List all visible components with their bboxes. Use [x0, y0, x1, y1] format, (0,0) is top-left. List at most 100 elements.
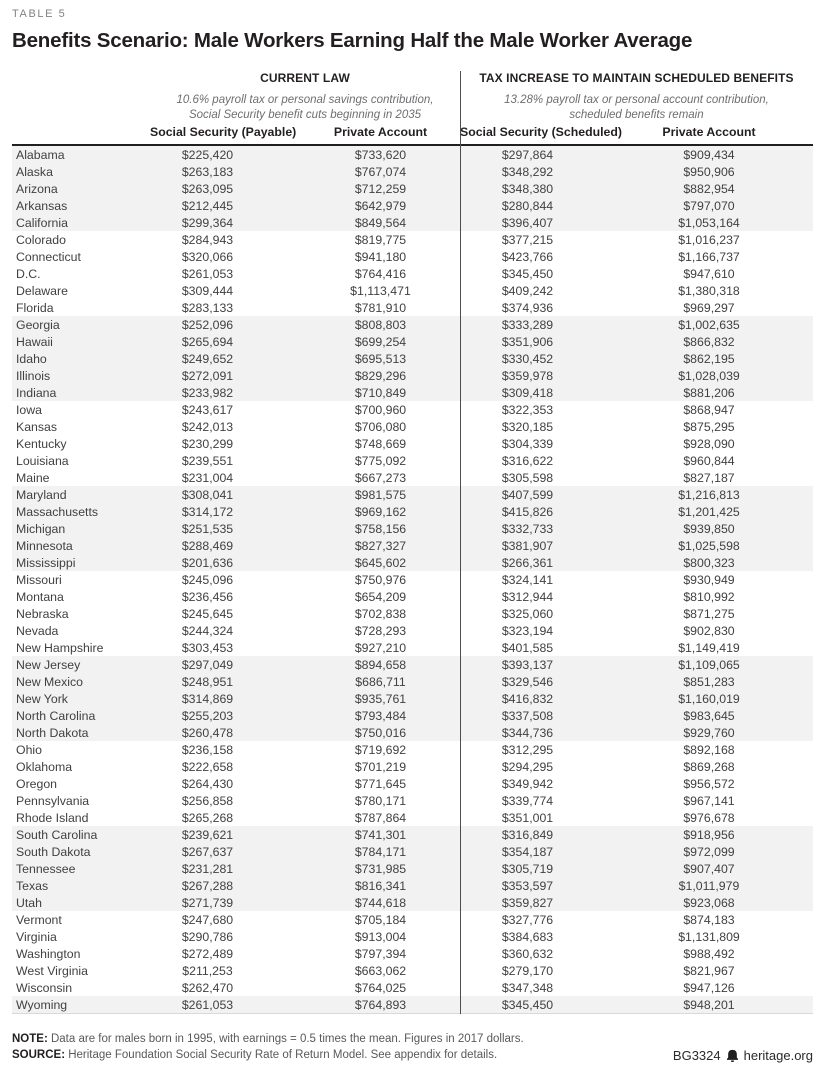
private-tax-value-cell: $882,954 [683, 181, 735, 196]
vertical-divider [460, 71, 461, 1014]
table-row: South Carolina $239,621 $741,301 $316,849 $9… [12, 826, 813, 843]
private-current-value-cell: $701,219 [354, 759, 407, 774]
private-current-value-cell: $750,976 [354, 572, 407, 587]
state-cell: Kansas [16, 419, 58, 434]
private-tax-value-cell: $902,830 [683, 623, 735, 638]
private-tax-value-cell: $1,201,425 [678, 504, 740, 519]
table-row: Arizona $263,095 $712,259 $348,380 $882,954 [12, 180, 813, 197]
state-cell: Rhode Island [16, 810, 89, 825]
table-row: Ohio $236,158 $719,692 $312,295 $892,168 [12, 741, 813, 758]
table-row: Florida $283,133 $781,910 $374,936 $969,297 [12, 299, 813, 316]
scheduled-value-cell: $324,141 [501, 572, 554, 587]
table-row: Pennsylvania $256,858 $780,171 $339,774 $967… [12, 792, 813, 809]
scheduled-value-cell: $360,632 [501, 946, 554, 961]
state-cell: Washington [16, 946, 81, 961]
state-cell: Massachusetts [16, 504, 99, 519]
private-tax-value-cell: $969,297 [683, 300, 735, 315]
private-current-value-cell: $784,171 [354, 844, 407, 859]
private-current-value-cell: $816,341 [354, 878, 407, 893]
private-current-value-cell: $764,893 [354, 997, 407, 1012]
private-current-value-cell: $744,618 [354, 895, 407, 910]
state-cell: Tennessee [16, 861, 76, 876]
payable-value-cell: $265,694 [181, 334, 234, 349]
state-cell: Montana [16, 589, 64, 604]
private-tax-value-cell: $988,492 [683, 946, 735, 961]
private-tax-value-cell: $939,850 [683, 521, 735, 536]
scheduled-value-cell: $333,289 [501, 317, 554, 332]
payable-value-cell: $245,645 [181, 606, 234, 621]
private-current-value-cell: $771,645 [354, 776, 407, 791]
state-cell: South Dakota [16, 844, 91, 859]
scheduled-value-cell: $316,849 [501, 827, 554, 842]
state-cell: Texas [16, 878, 49, 893]
private-current-value-cell: $654,209 [354, 589, 407, 604]
table-row: Virginia $290,786 $913,004 $384,683 $1,131,8… [12, 928, 813, 945]
private-current-value-cell: $719,692 [354, 742, 407, 757]
table-row: West Virginia $211,253 $663,062 $279,170 $82… [12, 962, 813, 979]
payable-column-header: Social Security (Payable) [150, 125, 296, 146]
scheduled-value-cell: $407,599 [501, 487, 554, 502]
private-current-value-cell: $764,025 [354, 980, 407, 995]
private-tax-value-cell: $976,678 [683, 810, 735, 825]
scheduled-value-cell: $401,585 [501, 640, 554, 655]
state-cell: Indiana [16, 385, 57, 400]
payable-value-cell: $239,551 [181, 453, 234, 468]
payable-value-cell: $265,268 [181, 810, 234, 825]
state-cell: Mississippi [16, 555, 76, 570]
scheduled-value-cell: $423,766 [501, 249, 554, 264]
state-cell: North Carolina [16, 708, 96, 723]
payable-value-cell: $261,053 [181, 266, 234, 281]
payable-value-cell: $233,982 [181, 385, 234, 400]
state-cell: Kentucky [16, 436, 67, 451]
state-cell: Iowa [16, 402, 42, 417]
note-line: NOTE: Data are for males born in 1995, w… [12, 1033, 524, 1045]
table-row: Colorado $284,943 $819,775 $377,215 $1,016,2… [12, 231, 813, 248]
page-title: Benefits Scenario: Male Workers Earning … [12, 29, 693, 52]
table-row: Rhode Island $265,268 $787,864 $351,001 $976… [12, 809, 813, 826]
private-current-value-cell: $695,513 [354, 351, 407, 366]
private-tax-value-cell: $810,992 [683, 589, 735, 604]
scheduled-value-cell: $384,683 [501, 929, 554, 944]
state-cell: South Carolina [16, 827, 98, 842]
table-row: Oklahoma $222,658 $701,219 $294,295 $869,268 [12, 758, 813, 775]
private-current-value-cell: $913,004 [354, 929, 407, 944]
private-current-value-cell: $829,296 [354, 368, 407, 383]
state-cell: Louisiana [16, 453, 69, 468]
payable-value-cell: $284,943 [181, 232, 234, 247]
payable-value-cell: $230,299 [181, 436, 234, 451]
private-account-tax-column-header: Private Account [595, 125, 813, 146]
private-current-value-cell: $1,113,471 [350, 283, 411, 298]
table-row: Missouri $245,096 $750,976 $324,141 $930,949 [12, 571, 813, 588]
table-row: Nebraska $245,645 $702,838 $325,060 $871,275 [12, 605, 813, 622]
payable-value-cell: $248,951 [181, 674, 234, 689]
private-tax-value-cell: $947,610 [683, 266, 735, 281]
payable-value-cell: $249,652 [181, 351, 234, 366]
payable-value-cell: $242,013 [181, 419, 234, 434]
state-cell: D.C. [16, 266, 41, 281]
table-row: Georgia $252,096 $808,803 $333,289 $1,002,63… [12, 316, 813, 333]
state-cell: Alaska [16, 164, 53, 179]
private-current-value-cell: $700,960 [354, 402, 407, 417]
table-body: Alabama $225,420 $733,620 $297,864 $909,434 A… [12, 145, 813, 1014]
private-current-value-cell: $731,985 [354, 861, 407, 876]
table-row: Alabama $225,420 $733,620 $297,864 $909,434 [12, 145, 813, 163]
private-current-value-cell: $935,761 [354, 691, 407, 706]
payable-value-cell: $272,489 [181, 946, 234, 961]
private-current-value-cell: $787,864 [354, 810, 407, 825]
table-row: Texas $267,288 $816,341 $353,597 $1,011,979 [12, 877, 813, 894]
private-tax-value-cell: $875,295 [683, 419, 735, 434]
scheduled-column-header: Social Security (Scheduled) [460, 125, 622, 146]
scheduled-value-cell: $312,295 [501, 742, 554, 757]
table-column-headers: Social Security (Payable) Private Accoun… [12, 125, 813, 146]
payable-value-cell: $272,091 [181, 368, 234, 383]
scheduled-value-cell: $329,546 [501, 674, 554, 689]
private-tax-value-cell: $800,323 [683, 555, 735, 570]
private-current-value-cell: $728,293 [354, 623, 407, 638]
scheduled-value-cell: $351,001 [501, 810, 554, 825]
scheduled-value-cell: $396,407 [501, 215, 554, 230]
payable-value-cell: $236,456 [181, 589, 234, 604]
state-cell: Hawaii [16, 334, 53, 349]
table-row: Minnesota $288,469 $827,327 $381,907 $1,025,… [12, 537, 813, 554]
scheduled-value-cell: $332,733 [501, 521, 554, 536]
state-cell: Maryland [16, 487, 67, 502]
